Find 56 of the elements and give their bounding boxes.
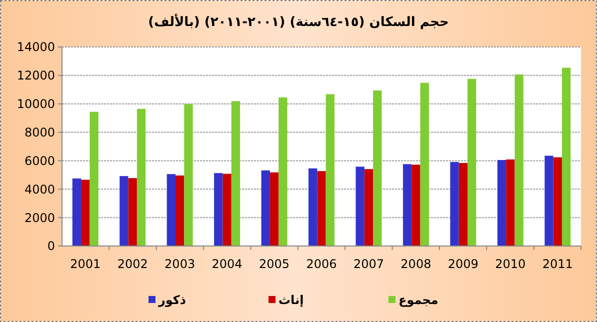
x-tick-label: 2007 — [353, 257, 384, 271]
x-tick-label: 2008 — [400, 257, 432, 271]
bar — [497, 160, 506, 246]
bar — [458, 162, 468, 246]
x-tick-label: 2004 — [212, 257, 242, 271]
x-tick-label: 2011 — [542, 257, 573, 271]
bar — [412, 164, 420, 246]
bar — [136, 108, 146, 246]
bar — [222, 174, 232, 246]
bar — [450, 162, 459, 246]
x-tick-label: 2005 — [259, 257, 290, 271]
y-tick-label: 6000 — [24, 154, 55, 168]
bar — [184, 104, 193, 246]
x-tick-label: 2006 — [306, 257, 337, 271]
y-tick-label: 12000 — [16, 68, 55, 83]
bar — [120, 176, 128, 246]
bar — [544, 156, 554, 246]
y-tick-label: 8000 — [24, 125, 55, 140]
bar — [562, 68, 571, 246]
bar — [514, 74, 524, 246]
bar — [506, 159, 515, 246]
legend-label: إناث — [278, 293, 304, 308]
bar — [214, 173, 223, 246]
bar — [166, 174, 176, 246]
y-tick-label: 4000 — [24, 182, 55, 196]
bar — [278, 97, 288, 246]
bar — [317, 171, 326, 246]
x-tick-label: 2001 — [70, 257, 101, 271]
bar — [468, 78, 476, 246]
legend-label: مجموع — [398, 293, 438, 308]
chart-title: حجم السكان (١٥-٦٤سنة) (٢٠٠١-٢٠١١) (بالألف) — [148, 13, 449, 30]
bar — [175, 175, 184, 246]
bar — [326, 94, 334, 246]
bar — [261, 170, 270, 246]
bar — [364, 169, 374, 246]
bar — [356, 166, 364, 246]
bar — [308, 168, 318, 246]
bar — [128, 178, 137, 246]
bar — [90, 112, 98, 246]
y-tick-label: 0 — [47, 239, 55, 254]
x-tick-label: 2010 — [495, 257, 526, 271]
bar — [81, 180, 90, 246]
x-tick-label: 2002 — [117, 257, 148, 271]
bar — [270, 172, 279, 246]
bar — [373, 90, 382, 246]
y-tick-label: 2000 — [24, 210, 55, 225]
bar — [420, 82, 429, 246]
legend-label: ذكور — [158, 293, 186, 308]
x-tick-label: 2009 — [448, 257, 478, 271]
y-tick-label: 10000 — [16, 97, 55, 112]
bar — [72, 178, 82, 246]
bar — [553, 157, 562, 246]
x-tick-label: 2003 — [164, 257, 196, 271]
y-tick-label: 14000 — [16, 40, 55, 54]
bar — [402, 164, 412, 246]
bar — [231, 101, 240, 246]
